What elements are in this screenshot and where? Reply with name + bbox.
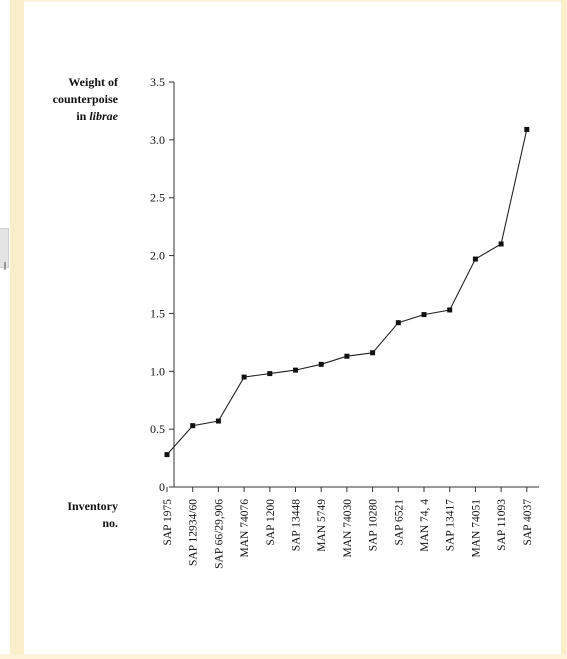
x-tick-label: SAP 6521 <box>393 499 405 546</box>
y-tick-label: 1.5 <box>150 306 165 320</box>
series-line <box>166 129 528 455</box>
x-ticks: SAP 1975 SAP 12934/60 SAP 66/29,906 MAN 740… <box>162 487 534 569</box>
y-tick-label: 3.5 <box>150 75 165 89</box>
y-ticks: 0 0.5 1.0 1.5 2.0 2.5 3.0 3.5 <box>150 75 174 494</box>
x-tick-label: SAP 12934/60 <box>188 499 200 566</box>
data-point <box>395 320 401 326</box>
y-tick-label: 1.0 <box>150 364 165 378</box>
y-tick-label: 2.0 <box>150 249 165 263</box>
data-point <box>293 367 298 373</box>
x-axis-label: Inventory no. <box>67 499 118 530</box>
x-tick-label: SAP 11093 <box>496 499 508 551</box>
y-axis-label: Weight of counterpoise in librae <box>53 75 119 123</box>
x-tick-label: SAP 13417 <box>445 499 457 552</box>
line-chart: Weight of counterpoise in librae Inventory… <box>53 75 539 569</box>
side-panel <box>10 0 24 654</box>
data-point <box>318 361 324 367</box>
series-polyline <box>166 129 528 455</box>
x-tick-label: SAP 66/29,906 <box>213 499 225 569</box>
y-tick-label: 2.5 <box>150 191 165 205</box>
x-axis-label-line: no. <box>102 516 118 530</box>
data-point <box>267 371 273 377</box>
data-point <box>421 312 427 318</box>
x-axis-label-line: Inventory <box>67 499 118 513</box>
x-tick-label: MAN 74030 <box>342 499 354 558</box>
x-tick-label: SAP 4037 <box>522 499 534 546</box>
data-point <box>164 452 170 458</box>
y-tick-label: 3.0 <box>150 133 165 147</box>
data-point <box>498 241 504 247</box>
data-point <box>472 256 478 262</box>
x-tick-label: SAP 1975 <box>162 499 174 546</box>
y-tick-label: 0 <box>159 480 165 494</box>
x-tick-label: SAP 10280 <box>368 499 380 552</box>
x-tick-label: MAN 74, 4 <box>419 499 431 552</box>
figure-card: Weight of counterpoise in librae Inventory… <box>24 2 561 654</box>
left-margin <box>0 0 10 654</box>
data-point <box>241 374 247 380</box>
y-axis-label-line: in librae <box>76 109 118 123</box>
data-point <box>447 307 453 313</box>
x-tick-label: MAN 74076 <box>239 499 251 558</box>
x-tick-label: SAP 1200 <box>265 499 277 546</box>
y-tick-label: 0.5 <box>150 422 165 436</box>
data-point <box>215 418 221 424</box>
right-margin <box>561 0 567 654</box>
data-point <box>524 126 530 132</box>
y-axis-label-line: counterpoise <box>53 92 119 106</box>
x-tick-label: MAN 5749 <box>316 499 328 552</box>
data-markers <box>164 126 530 458</box>
x-tick-label: SAP 13448 <box>291 499 303 552</box>
data-point <box>190 423 196 429</box>
data-point <box>370 350 376 356</box>
y-axis-label-line: Weight of <box>68 75 119 89</box>
data-point <box>344 353 350 359</box>
panel-collapse-tab[interactable] <box>0 228 9 268</box>
grip-icon: ‖ <box>3 261 7 270</box>
axes <box>173 82 539 488</box>
x-tick-label: MAN 74051 <box>470 499 482 558</box>
